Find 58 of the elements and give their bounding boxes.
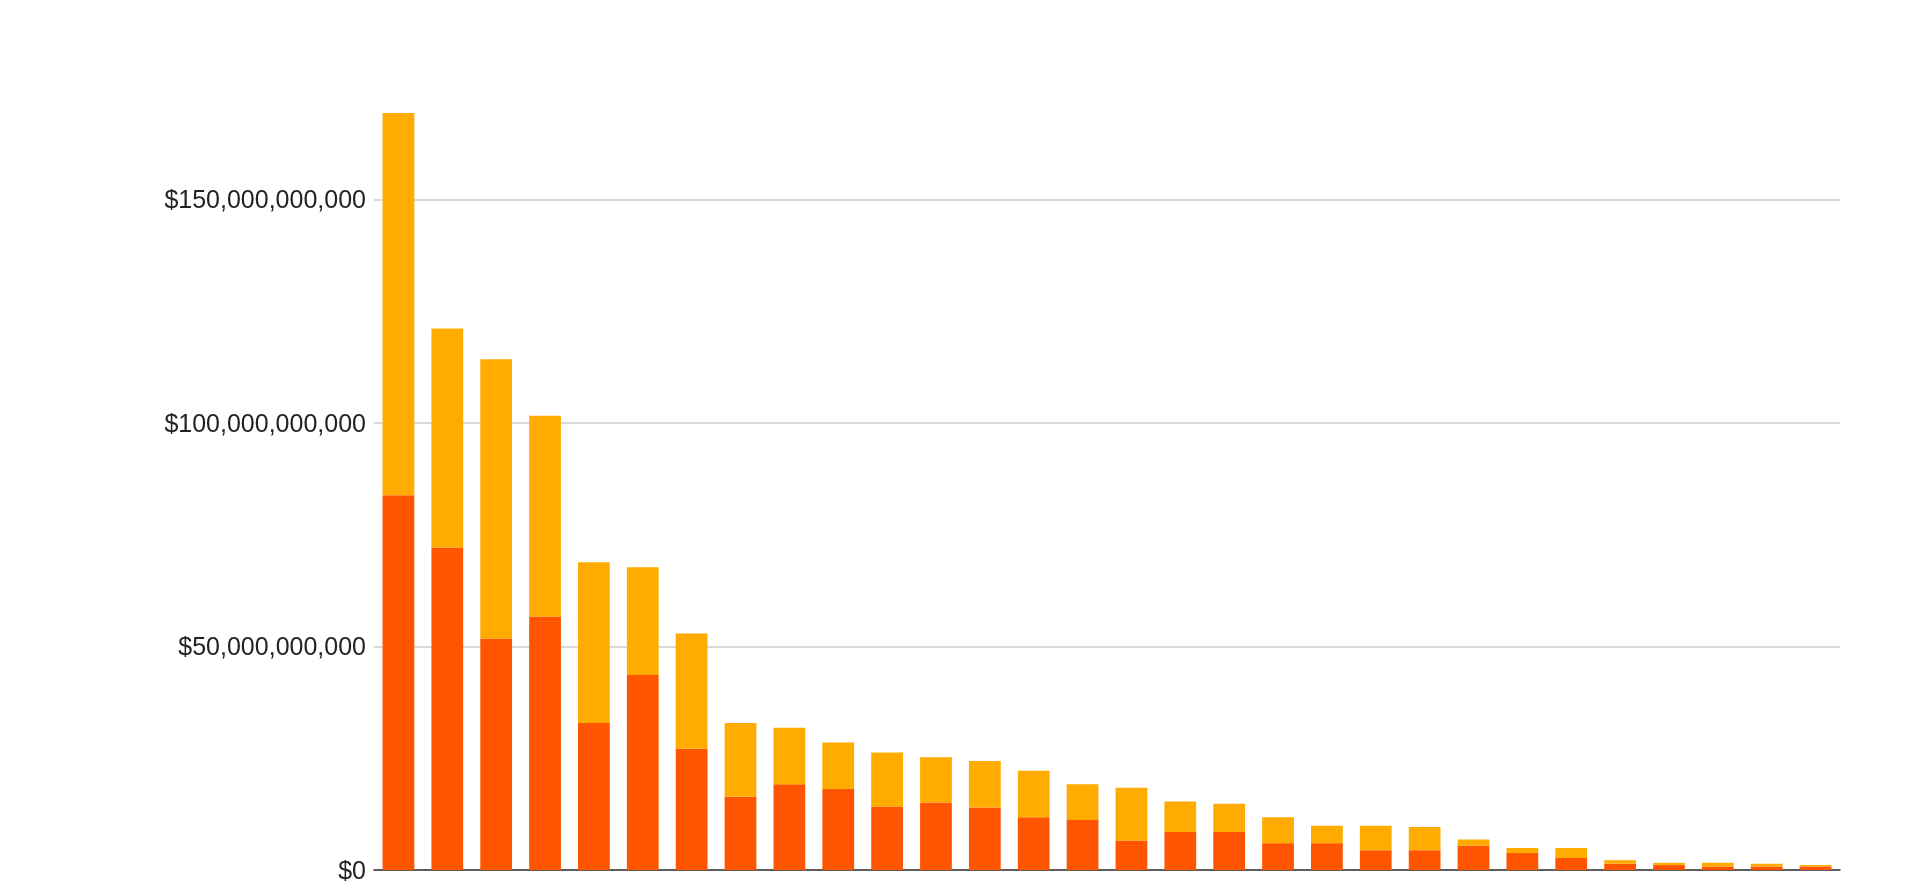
bar xyxy=(1359,850,1392,870)
bar xyxy=(773,784,806,870)
bar xyxy=(529,415,561,617)
y-tick-label: $100,000,000,000 xyxy=(164,408,366,437)
bar xyxy=(1262,817,1294,844)
bar xyxy=(1164,831,1197,870)
bar xyxy=(968,760,1001,808)
bar xyxy=(724,796,757,870)
bar xyxy=(1066,784,1099,820)
bar xyxy=(675,748,708,870)
bar xyxy=(626,675,659,870)
bar xyxy=(920,802,952,870)
bar xyxy=(1408,827,1441,851)
bar xyxy=(480,359,513,639)
bar xyxy=(871,752,903,807)
bar xyxy=(1115,787,1148,841)
bar xyxy=(920,757,952,803)
bar xyxy=(1604,860,1636,864)
bar xyxy=(822,742,855,790)
bar xyxy=(382,113,415,496)
bar xyxy=(724,722,757,797)
bar xyxy=(1653,865,1685,870)
bar xyxy=(1604,863,1636,870)
bar xyxy=(480,638,513,870)
bar xyxy=(1701,866,1734,870)
y-tick-label: $150,000,000,000 xyxy=(164,185,366,214)
bar xyxy=(822,789,855,870)
bar xyxy=(1653,862,1685,866)
y-tick-label: $0 xyxy=(338,856,366,884)
bar xyxy=(626,567,659,676)
bar xyxy=(1457,845,1490,870)
bar xyxy=(1555,857,1588,870)
bar xyxy=(968,807,1001,870)
bar xyxy=(1017,817,1050,870)
bar xyxy=(1506,853,1539,870)
bar xyxy=(871,806,903,870)
bar xyxy=(1311,825,1343,844)
bar xyxy=(382,495,415,870)
bar xyxy=(773,727,806,785)
bar xyxy=(1213,803,1246,832)
y-tick-label: $50,000,000,000 xyxy=(178,632,366,661)
bar xyxy=(1213,831,1246,870)
bar xyxy=(1311,843,1343,870)
bar xyxy=(431,328,464,548)
bar xyxy=(1262,843,1294,870)
bar xyxy=(1164,801,1197,832)
bar xyxy=(1359,825,1392,851)
bar xyxy=(1555,848,1588,858)
bar xyxy=(675,633,708,749)
bar xyxy=(1408,850,1441,870)
bar xyxy=(1066,819,1099,870)
bar xyxy=(578,722,610,870)
bar xyxy=(529,616,561,870)
bar xyxy=(578,562,610,723)
bar xyxy=(1115,840,1148,870)
bar xyxy=(431,547,464,870)
bar xyxy=(1506,848,1539,854)
bar xyxy=(1017,770,1050,818)
